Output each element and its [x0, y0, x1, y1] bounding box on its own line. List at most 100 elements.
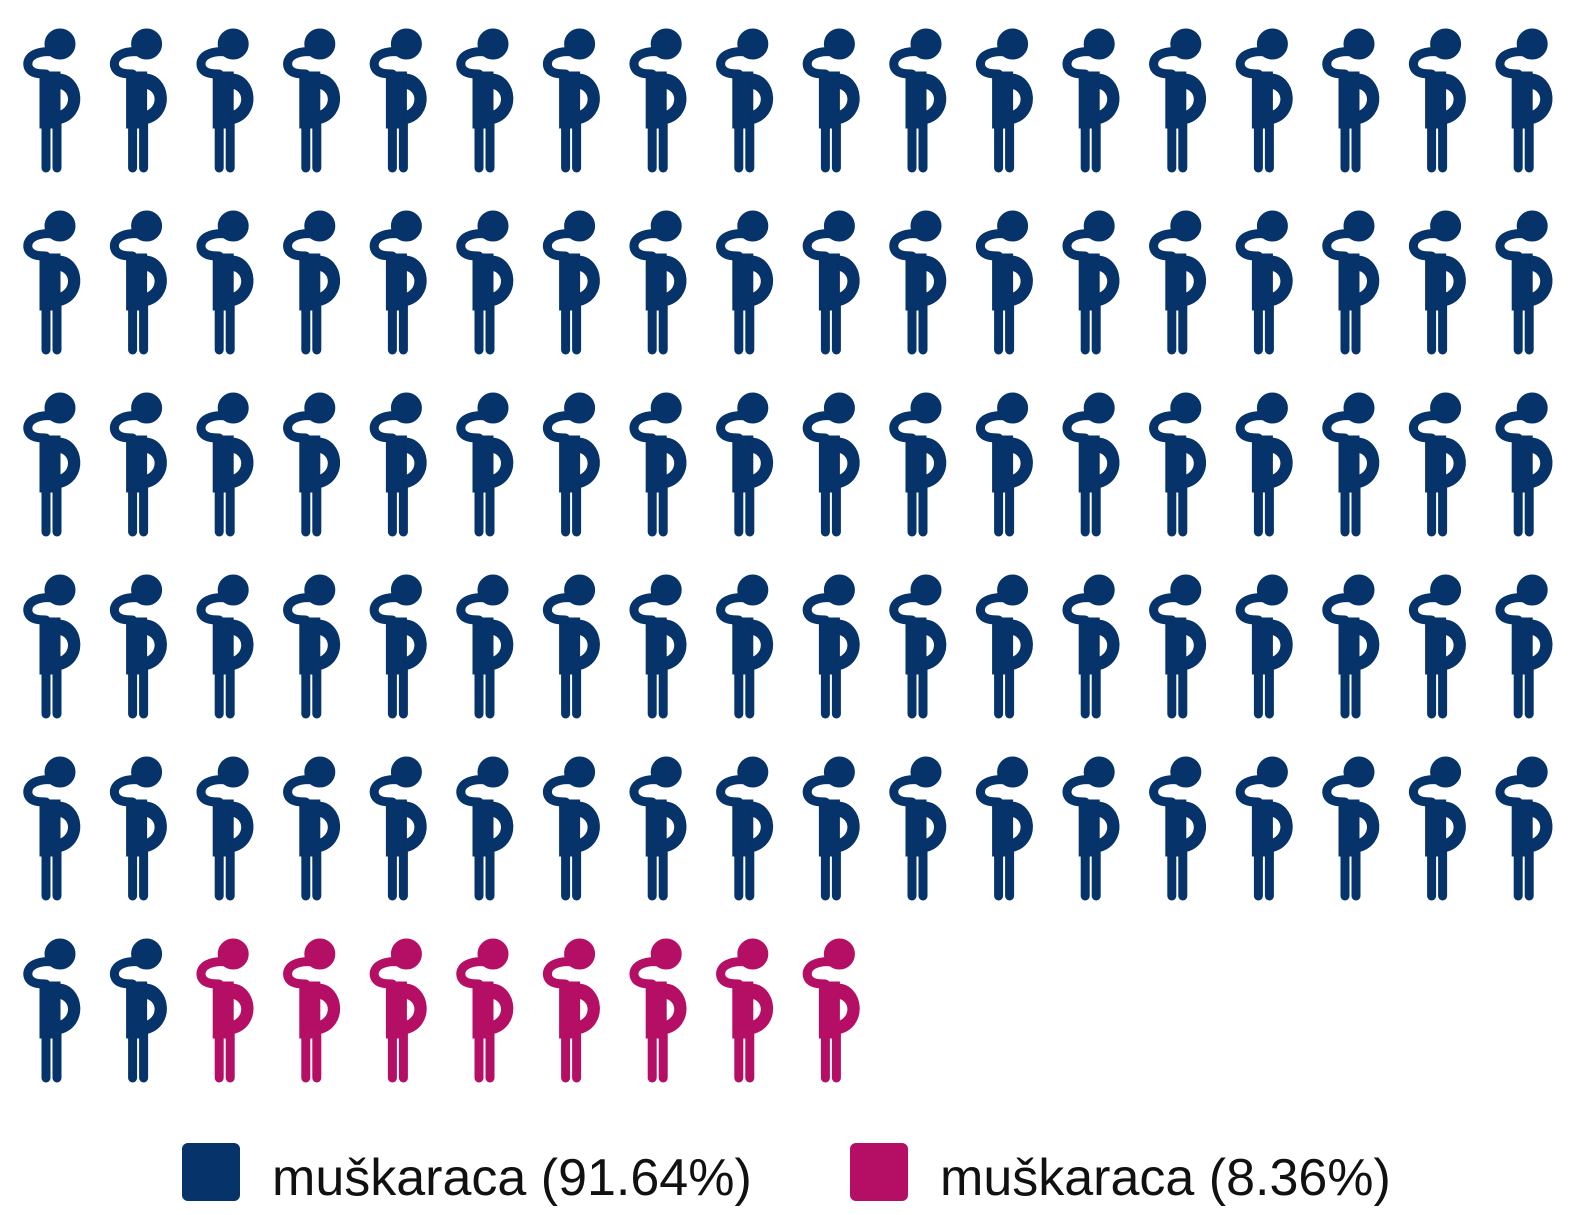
person-icon [28, 29, 80, 168]
person-icon [980, 29, 1032, 168]
person-icon [461, 575, 513, 714]
person-icon [28, 393, 80, 532]
person-icon [634, 939, 686, 1078]
person-icon [1413, 757, 1465, 896]
person-icon [547, 393, 599, 532]
person-icon [28, 939, 80, 1078]
person-icon [721, 393, 773, 532]
person-icon [1154, 211, 1206, 350]
person-icon [1067, 211, 1119, 350]
person-icon [114, 393, 166, 532]
person-icon [634, 29, 686, 168]
person-icon [721, 575, 773, 714]
person-icon [1240, 211, 1292, 350]
person-icon [374, 575, 426, 714]
person-icon [288, 211, 340, 350]
person-icon [634, 211, 686, 350]
person-icon [980, 211, 1032, 350]
person-icon [1327, 757, 1379, 896]
person-icon [374, 29, 426, 168]
person-icon [1154, 757, 1206, 896]
legend-label: muškaraca (8.36%) [940, 1149, 1391, 1207]
person-icon [547, 939, 599, 1078]
person-icon [28, 211, 80, 350]
person-icon [1240, 575, 1292, 714]
legend-swatch [182, 1143, 240, 1201]
person-icon [1067, 29, 1119, 168]
person-icon [1500, 29, 1552, 168]
person-icon [1413, 29, 1465, 168]
person-icon [634, 757, 686, 896]
person-icon [201, 939, 253, 1078]
person-icon [980, 757, 1032, 896]
person-icon [288, 757, 340, 896]
person-icon [1240, 757, 1292, 896]
person-icon [1413, 393, 1465, 532]
person-icon [288, 575, 340, 714]
person-icon [374, 757, 426, 896]
person-icon [461, 211, 513, 350]
person-icon [547, 575, 599, 714]
person-icon [1413, 575, 1465, 714]
person-icon [721, 211, 773, 350]
person-icon [894, 757, 946, 896]
person-icon [1327, 575, 1379, 714]
legend-label: muškaraca (91.64%) [272, 1149, 752, 1207]
person-icon [807, 757, 859, 896]
person-icon [114, 211, 166, 350]
person-icon [288, 939, 340, 1078]
person-icon [894, 211, 946, 350]
person-icon [807, 939, 859, 1078]
person-icon [1413, 211, 1465, 350]
person-icon [807, 575, 859, 714]
person-icon [461, 29, 513, 168]
person-icon [721, 29, 773, 168]
person-icon [201, 575, 253, 714]
legend-swatch [850, 1143, 908, 1201]
person-icon [1154, 29, 1206, 168]
person-icon [1240, 393, 1292, 532]
person-icon [374, 393, 426, 532]
person-icon [547, 757, 599, 896]
person-icon [634, 393, 686, 532]
person-icon [374, 939, 426, 1078]
person-icon [114, 757, 166, 896]
person-icon [1500, 393, 1552, 532]
person-icon [894, 393, 946, 532]
person-icon [1500, 211, 1552, 350]
person-icon [461, 939, 513, 1078]
person-icon [807, 29, 859, 168]
person-icon [547, 211, 599, 350]
person-icon [1500, 575, 1552, 714]
person-icon [201, 757, 253, 896]
person-icon [1500, 757, 1552, 896]
person-icon [114, 29, 166, 168]
person-icon [1154, 393, 1206, 532]
person-icon [547, 29, 599, 168]
person-icon [807, 393, 859, 532]
person-icon [288, 393, 340, 532]
person-icon [1327, 393, 1379, 532]
person-icon [1240, 29, 1292, 168]
person-icon [201, 29, 253, 168]
person-icon [894, 575, 946, 714]
person-icon [721, 939, 773, 1078]
person-icon [807, 211, 859, 350]
person-icon [461, 393, 513, 532]
person-icon [894, 29, 946, 168]
person-icon [374, 211, 426, 350]
person-icon [980, 575, 1032, 714]
person-icon [1327, 211, 1379, 350]
person-icon [1067, 757, 1119, 896]
person-icon [1067, 575, 1119, 714]
person-icon [288, 29, 340, 168]
person-icon [201, 393, 253, 532]
person-icon [114, 939, 166, 1078]
person-icon [28, 757, 80, 896]
person-icon [980, 393, 1032, 532]
person-icon [1327, 29, 1379, 168]
person-icon [634, 575, 686, 714]
person-icon [28, 575, 80, 714]
